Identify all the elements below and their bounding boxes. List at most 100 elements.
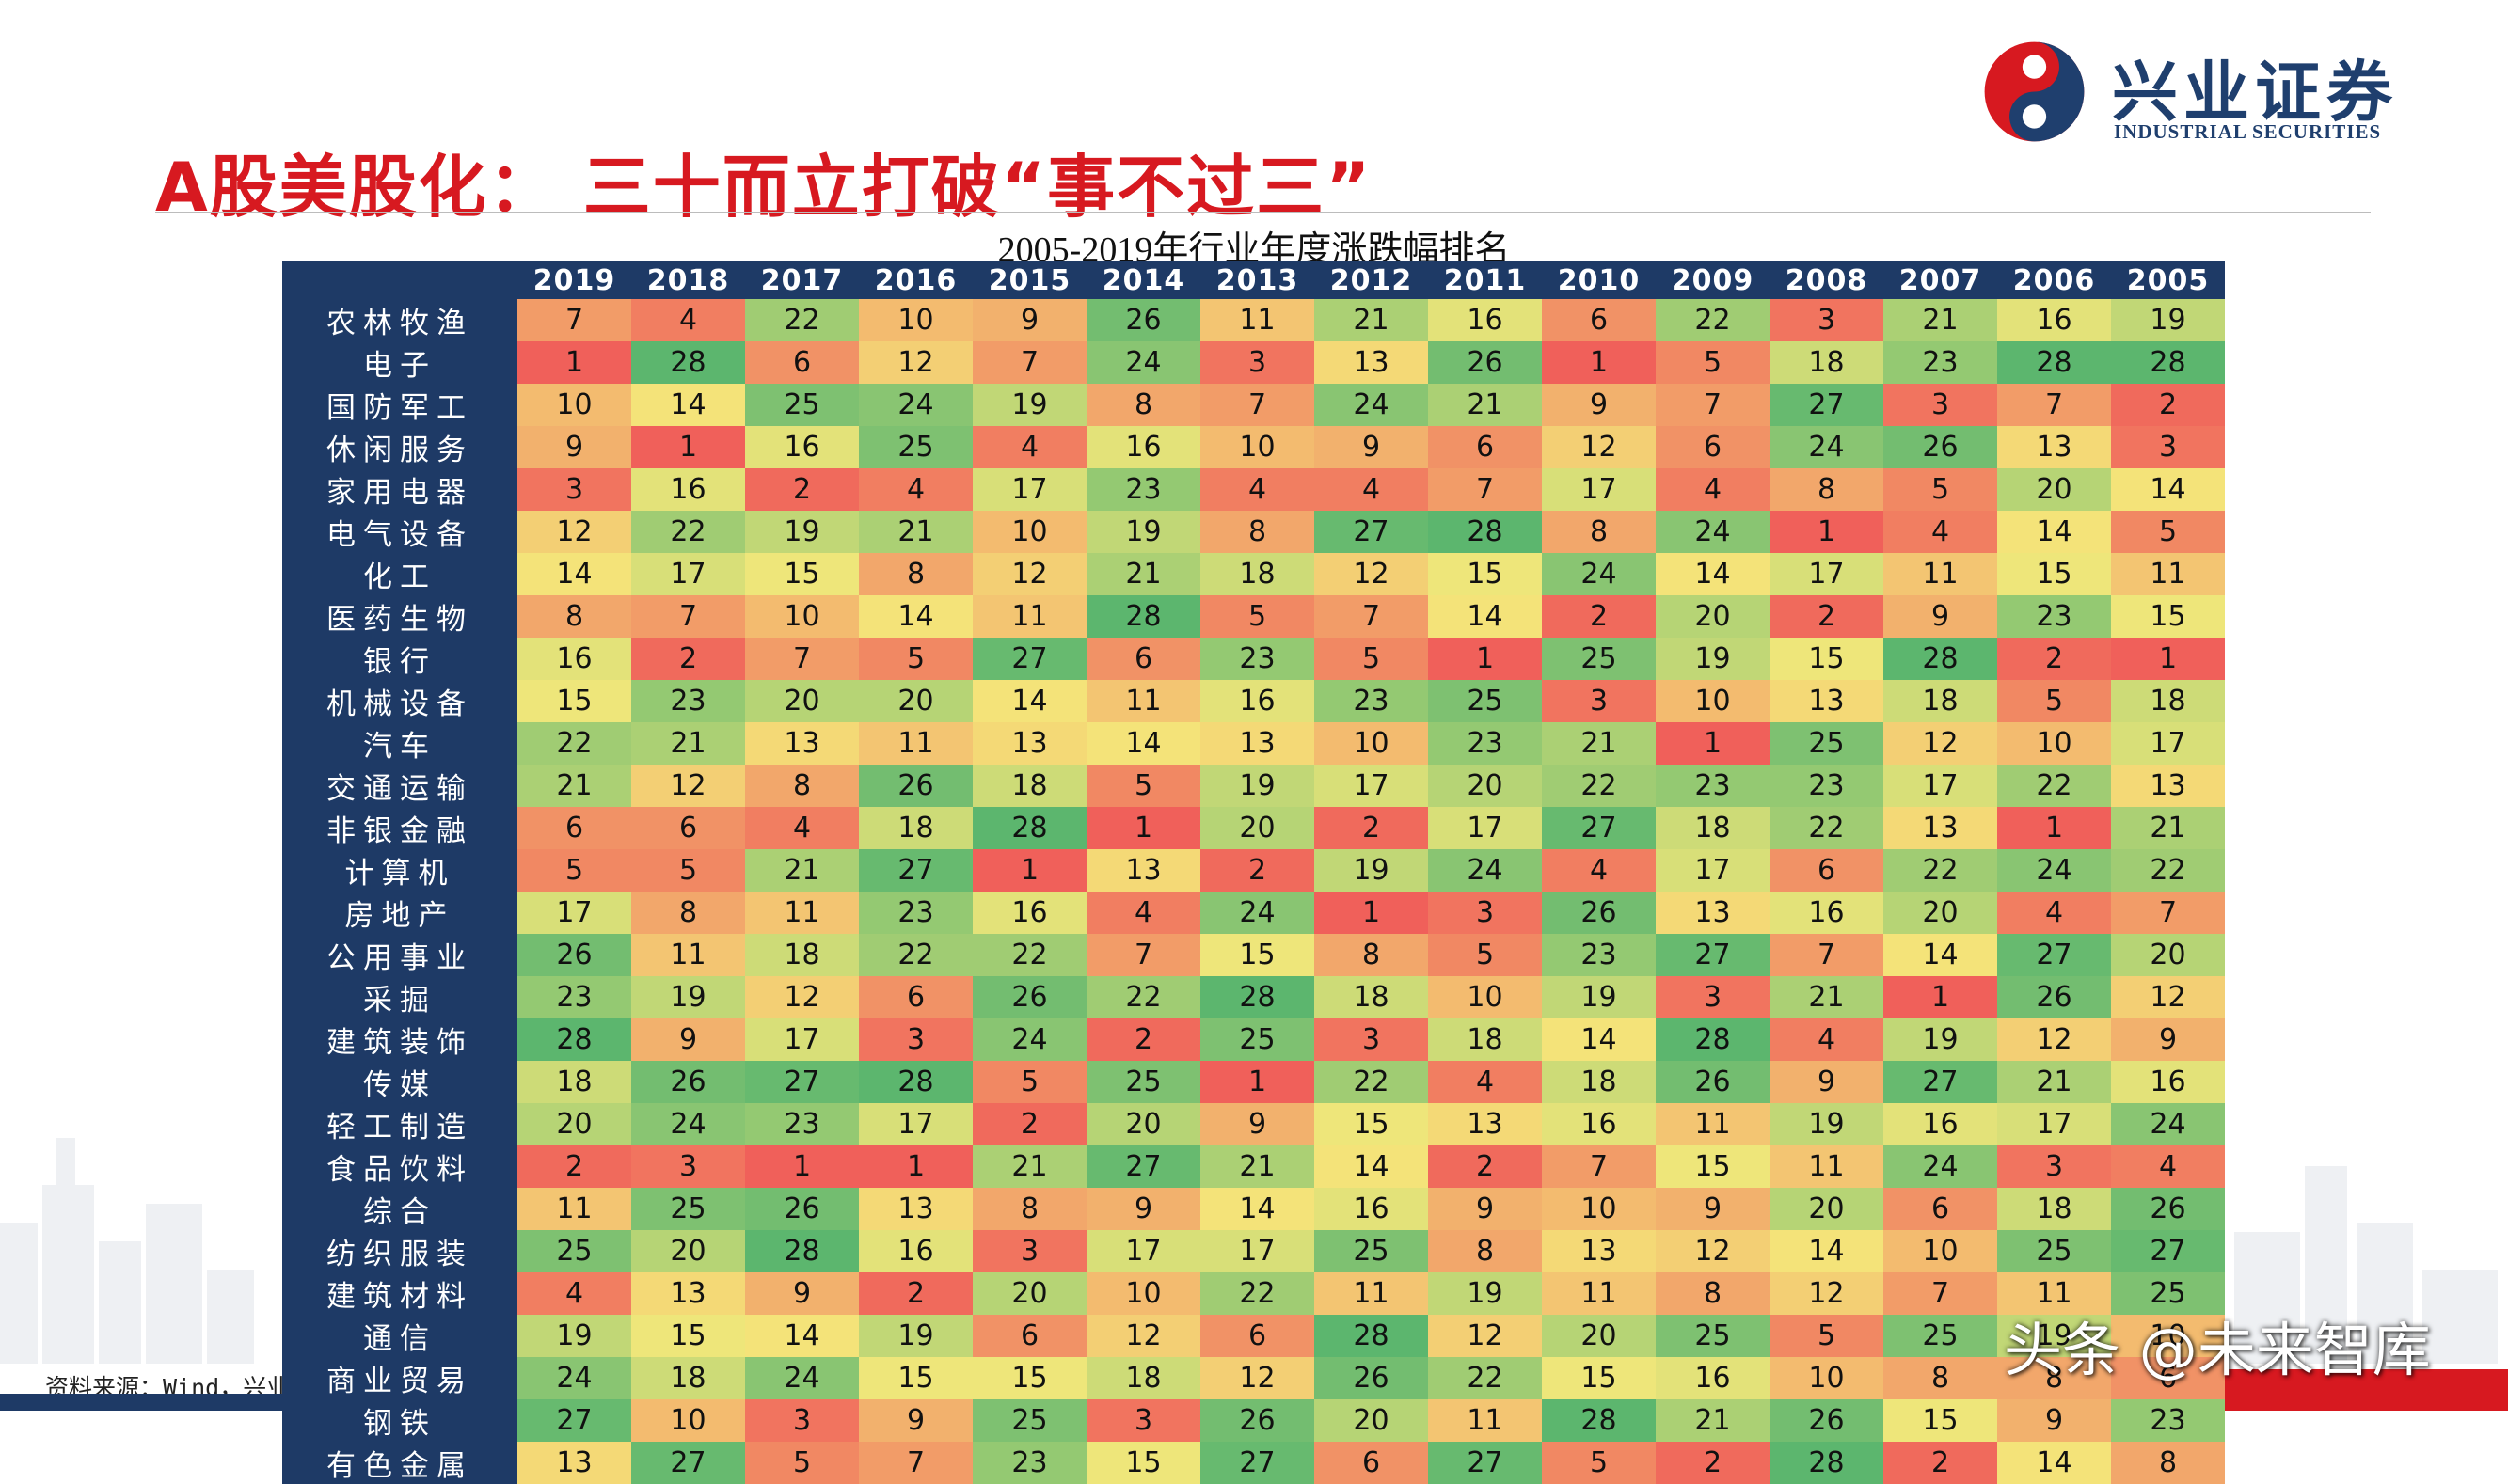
rank-cell: 1 (859, 1145, 973, 1188)
rank-cell: 18 (1087, 1357, 1200, 1399)
rank-cell: 19 (631, 976, 745, 1018)
rank-cell: 14 (1428, 595, 1542, 638)
rank-cell: 5 (631, 849, 745, 892)
year-header: 2016 (859, 261, 973, 299)
rank-cell: 5 (1997, 680, 2111, 722)
rank-cell: 7 (973, 341, 1087, 384)
rank-cell: 5 (859, 638, 973, 680)
rank-cell: 25 (1656, 1315, 1770, 1357)
rank-cell: 2 (1542, 595, 1656, 638)
rank-cell: 22 (1314, 1061, 1428, 1103)
rank-cell: 2 (745, 468, 859, 511)
rank-cell: 2 (2111, 384, 2225, 426)
rank-cell: 13 (1883, 807, 1997, 849)
rank-cell: 15 (1997, 553, 2111, 595)
rank-cell: 4 (631, 299, 745, 341)
table-row: 化工 14 17 15 8 12 21 18 12 15 24 14 17 11 15 11 (282, 553, 2225, 595)
rank-cell: 19 (517, 1315, 631, 1357)
page-title: A股美股化： 三十而立打破“事不过三” (155, 148, 1373, 227)
rank-cell: 22 (1997, 765, 2111, 807)
rank-cell: 18 (1997, 1188, 2111, 1230)
rank-cell: 5 (1656, 341, 1770, 384)
rank-cell: 8 (1314, 934, 1428, 976)
rank-cell: 20 (973, 1272, 1087, 1315)
rank-cell: 13 (631, 1272, 745, 1315)
rank-cell: 20 (1087, 1103, 1200, 1145)
rank-cell: 11 (1542, 1272, 1656, 1315)
rank-cell: 7 (745, 638, 859, 680)
rank-cell: 25 (1200, 1018, 1314, 1061)
rank-cell: 18 (1314, 976, 1428, 1018)
rank-cell: 17 (1200, 1230, 1314, 1272)
year-header: 2008 (1770, 261, 1883, 299)
table-row: 非银金融 6 6 4 18 28 1 20 2 17 27 18 22 13 1 21 (282, 807, 2225, 849)
rank-cell: 13 (859, 1188, 973, 1230)
rank-cell: 21 (1656, 1399, 1770, 1442)
rank-cell: 20 (1770, 1188, 1883, 1230)
rank-cell: 16 (745, 426, 859, 468)
rank-cell: 9 (2111, 1018, 2225, 1061)
rank-cell: 12 (1883, 722, 1997, 765)
rank-cell: 26 (1770, 1399, 1883, 1442)
rank-cell: 27 (631, 1442, 745, 1484)
rank-cell: 5 (745, 1442, 859, 1484)
rank-cell: 7 (517, 299, 631, 341)
rank-cell: 23 (1770, 765, 1883, 807)
rank-cell: 12 (517, 511, 631, 553)
rank-cell: 7 (1883, 1272, 1997, 1315)
rank-cell: 24 (973, 1018, 1087, 1061)
year-header: 2018 (631, 261, 745, 299)
rank-cell: 25 (2111, 1272, 2225, 1315)
rank-cell: 17 (1428, 807, 1542, 849)
rank-cell: 18 (1542, 1061, 1656, 1103)
rank-cell: 3 (1997, 1145, 2111, 1188)
rank-cell: 28 (1314, 1315, 1428, 1357)
rank-cell: 9 (1656, 1188, 1770, 1230)
rank-cell: 15 (1200, 934, 1314, 976)
rank-cell: 27 (1428, 1442, 1542, 1484)
rank-cell: 19 (1087, 511, 1200, 553)
rank-cell: 26 (1087, 299, 1200, 341)
rank-cell: 20 (1656, 595, 1770, 638)
rank-cell: 26 (1314, 1357, 1428, 1399)
rank-cell: 24 (1770, 426, 1883, 468)
rank-cell: 4 (1656, 468, 1770, 511)
rank-cell: 3 (745, 1399, 859, 1442)
rank-cell: 12 (859, 341, 973, 384)
rank-cell: 23 (2111, 1399, 2225, 1442)
rank-cell: 10 (631, 1399, 745, 1442)
year-header: 2005 (2111, 261, 2225, 299)
table-row: 国防军工 10 14 25 24 19 8 7 24 21 9 7 27 3 7 2 (282, 384, 2225, 426)
rank-cell: 16 (1997, 299, 2111, 341)
year-header-row: 2019 2018 2017 2016 2015 2014 2013 2012 2011 2010… (282, 261, 2225, 299)
rank-cell: 27 (1770, 384, 1883, 426)
rank-cell: 19 (1428, 1272, 1542, 1315)
rank-cell: 16 (1542, 1103, 1656, 1145)
rank-cell: 13 (517, 1442, 631, 1484)
rank-cell: 10 (1770, 1357, 1883, 1399)
rank-cell: 16 (631, 468, 745, 511)
rank-cell: 17 (1770, 553, 1883, 595)
rank-cell: 20 (1314, 1399, 1428, 1442)
rank-cell: 23 (745, 1103, 859, 1145)
rank-cell: 1 (2111, 638, 2225, 680)
rank-cell: 15 (1314, 1103, 1428, 1145)
rank-cell: 22 (1087, 976, 1200, 1018)
rank-cell: 8 (2111, 1442, 2225, 1484)
rank-cell: 25 (745, 384, 859, 426)
industry-label: 非银金融 (282, 807, 517, 849)
rank-cell: 3 (517, 468, 631, 511)
table-row: 交通运输 21 12 8 26 18 5 19 17 20 22 23 23 17 22 13 (282, 765, 2225, 807)
rank-cell: 6 (517, 807, 631, 849)
rank-cell: 4 (1883, 511, 1997, 553)
rank-cell: 8 (631, 892, 745, 934)
rank-cell: 28 (2111, 341, 2225, 384)
rank-cell: 27 (1087, 1145, 1200, 1188)
industry-label: 房地产 (282, 892, 517, 934)
rank-cell: 2 (1883, 1442, 1997, 1484)
rank-cell: 1 (517, 341, 631, 384)
rank-cell: 23 (1883, 341, 1997, 384)
table-row: 食品饮料 2 3 1 1 21 27 21 14 2 7 15 11 24 3 4 (282, 1145, 2225, 1188)
rank-cell: 28 (517, 1018, 631, 1061)
rank-cell: 28 (1200, 976, 1314, 1018)
